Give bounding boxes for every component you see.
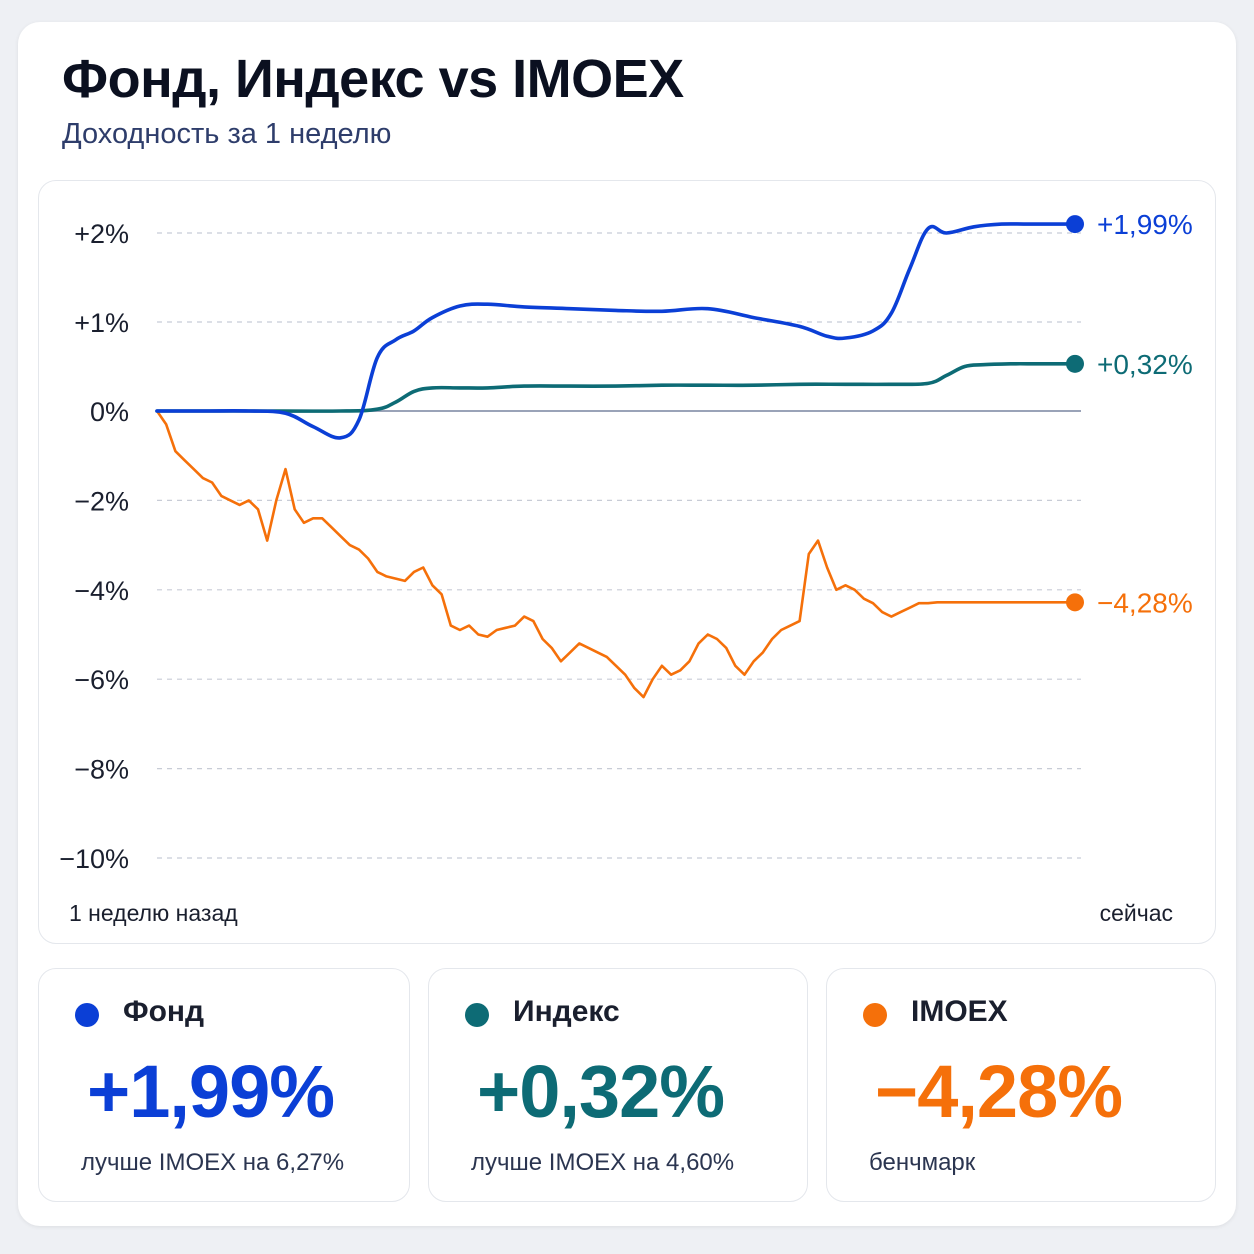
stat-name: Индекс [513,995,620,1028]
imoex-end-label: −4,28% [1097,587,1193,618]
index-end-label: +0,32% [1097,349,1193,380]
imoex-end-point [1066,593,1084,612]
stat-name: Фонд [123,995,205,1028]
line-chart: +2% +1% 0% −2% −4% −6% −8% −10% 1 неделю назад се… [59,209,1193,926]
fund-end-label: +1,99% [1097,209,1193,240]
x-start-label: 1 неделю назад [69,900,238,926]
y-tick-label: −2% [74,486,129,516]
stat-card-fund: Фонд +1,99% лучше IMOEX на 6,27% [38,968,410,1202]
imoex-dot-icon [863,1003,887,1027]
fund-series-line [155,222,1077,440]
y-tick-label: −8% [74,755,129,785]
y-tick-label: +2% [74,219,129,249]
stat-card-imoex: IMOEX −4,28% бенчмарк [826,968,1216,1202]
stat-note: бенчмарк [869,1149,976,1176]
page-title: Фонд, Индекс vs IMOEX [62,49,684,109]
index-dot-icon [465,1003,489,1027]
chart-panel: +2% +1% 0% −2% −4% −6% −8% −10% 1 неделю назад се… [38,180,1216,944]
stat-note: лучше IMOEX на 4,60% [471,1149,735,1176]
fund-dot-icon [75,1003,99,1027]
stat-value: −4,28% [875,1050,1123,1133]
y-tick-label: −6% [74,665,129,695]
y-tick-label: 0% [90,397,129,427]
imoex-series-line [155,409,1077,699]
stat-note: лучше IMOEX на 6,27% [81,1149,345,1176]
stat-value: +0,32% [477,1050,725,1133]
y-tick-label: −10% [59,844,129,874]
index-end-point [1066,354,1084,373]
stat-value: +1,99% [87,1050,335,1133]
x-end-label: сейчас [1100,900,1173,926]
page-subtitle: Доходность за 1 неделю [62,118,392,150]
fund-end-point [1066,215,1084,234]
stat-name: IMOEX [911,995,1008,1028]
stat-card-index: Индекс +0,32% лучше IMOEX на 4,60% [428,968,808,1202]
y-tick-label: +1% [74,308,129,338]
y-tick-label: −4% [74,576,129,606]
index-series-line [155,361,1077,413]
